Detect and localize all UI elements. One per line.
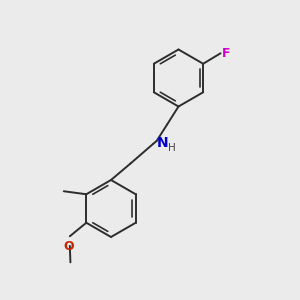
- Text: O: O: [63, 240, 74, 253]
- Text: F: F: [222, 47, 230, 60]
- Text: H: H: [168, 142, 176, 153]
- Text: N: N: [157, 136, 168, 150]
